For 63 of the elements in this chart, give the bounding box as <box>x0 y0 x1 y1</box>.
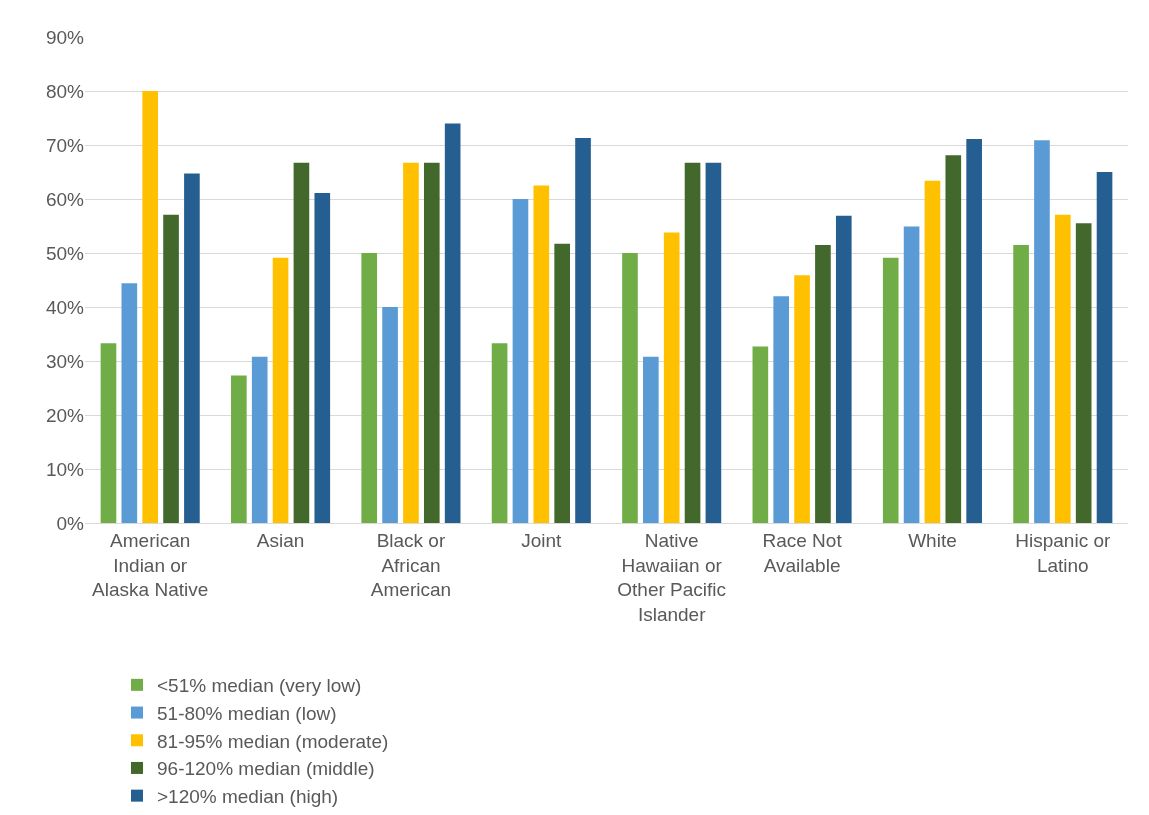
bar <box>382 307 398 523</box>
x-tick-label: White <box>908 529 957 551</box>
bar <box>533 185 550 523</box>
bar <box>403 162 419 523</box>
x-tick-label: American Indian or Alaska Native <box>92 529 209 601</box>
y-tick-label: 80% <box>45 80 85 102</box>
x-tick-label: Hispanic or Latino <box>1015 529 1111 576</box>
bar <box>491 343 508 523</box>
bar <box>423 162 440 523</box>
bar <box>251 356 268 523</box>
bar <box>163 214 179 523</box>
bar <box>794 275 810 523</box>
legend-label: 51-80% median (low) <box>157 702 337 724</box>
y-tick-label: 20% <box>45 404 85 426</box>
bar <box>924 180 941 523</box>
x-tick-label: Asian <box>256 529 305 551</box>
bar <box>272 257 289 523</box>
bar <box>684 162 701 523</box>
bar <box>231 375 247 523</box>
bar <box>1096 172 1113 523</box>
bar <box>554 243 570 523</box>
x-tick-label: Black or African American <box>370 529 452 601</box>
y-tick-label: 30% <box>45 350 85 372</box>
bar <box>835 215 852 523</box>
y-tick-label: 90% <box>45 26 85 48</box>
bar <box>314 193 331 523</box>
bar <box>815 244 831 523</box>
bar <box>361 253 378 523</box>
x-tick-label: Race Not Available <box>762 529 843 576</box>
bar <box>882 257 899 523</box>
bar <box>184 173 200 523</box>
y-tick-label: 50% <box>45 242 85 264</box>
bar <box>293 162 310 523</box>
bar <box>1075 223 1092 523</box>
bar <box>663 232 680 523</box>
legend-label: 81-95% median (moderate) <box>157 730 389 752</box>
bar <box>100 343 117 523</box>
y-tick-label: 40% <box>45 296 85 318</box>
bar <box>121 283 138 523</box>
legend-label: >120% median (high) <box>157 786 339 808</box>
bar <box>1054 214 1071 523</box>
bar <box>575 137 591 523</box>
bar <box>705 162 722 523</box>
bar <box>512 199 529 523</box>
legend-label: 96-120% median (middle) <box>157 758 375 780</box>
bar <box>622 253 638 523</box>
y-tick-label: 10% <box>45 458 85 480</box>
legend-label: <51% median (very low) <box>157 675 362 697</box>
bar <box>752 346 769 523</box>
bar <box>773 296 790 523</box>
bar <box>444 123 461 523</box>
bar <box>1034 140 1050 523</box>
y-tick-label: 60% <box>45 188 85 210</box>
bar <box>142 91 159 523</box>
x-tick-label: Native Hawaiian or Other Pacific Islander <box>617 529 727 625</box>
x-tick-label: Joint <box>521 529 563 551</box>
bar <box>1013 244 1029 523</box>
bar <box>643 356 659 523</box>
bar <box>945 155 962 523</box>
y-tick-label: 0% <box>56 512 85 534</box>
bar <box>903 226 920 523</box>
bar <box>966 139 982 523</box>
y-tick-label: 70% <box>45 134 85 156</box>
